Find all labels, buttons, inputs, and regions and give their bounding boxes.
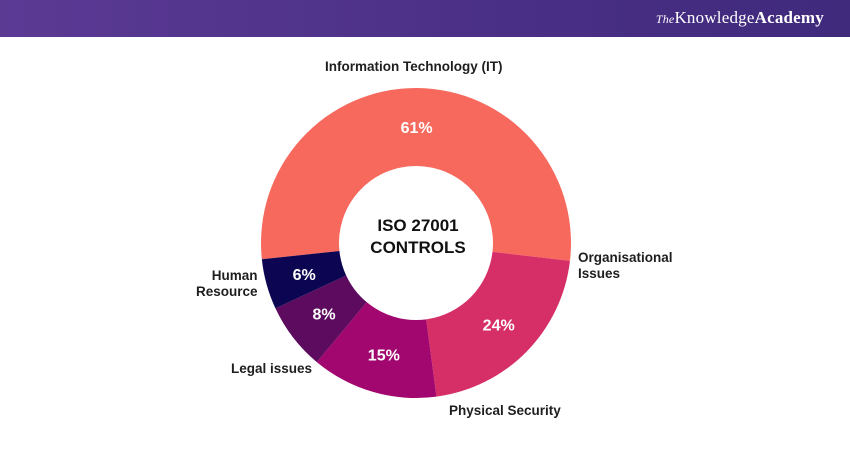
legend-label-physical: Physical Security [449, 403, 561, 418]
legend-label-legal: Legal issues [231, 361, 313, 376]
slice-value-it: 61% [401, 120, 433, 137]
slice-legal [275, 275, 367, 363]
brand-suffix: Academy [754, 8, 824, 27]
slice-it [261, 87, 572, 261]
legend-label-human: Human Resource [196, 268, 258, 299]
slice-value-human: 6% [293, 267, 316, 284]
legend-label-it: Information Technology (IT) [325, 59, 503, 74]
legend-label-organisational: Organisational Issues [578, 250, 673, 281]
chart-center-title: ISO 27001 CONTROLS [370, 216, 466, 257]
header-bar: TheKnowledgeAcademy [0, 0, 850, 37]
brand-main: Knowledge [674, 8, 755, 27]
brand-prefix: The [655, 12, 675, 26]
slice-value-organisational: 24% [483, 317, 515, 334]
slice-physical [316, 302, 437, 398]
brand-logo: TheKnowledgeAcademy [656, 8, 824, 28]
slice-value-physical: 15% [368, 347, 400, 364]
slice-value-legal: 8% [313, 307, 336, 324]
slice-organisational [426, 251, 570, 397]
slice-human [261, 251, 347, 309]
